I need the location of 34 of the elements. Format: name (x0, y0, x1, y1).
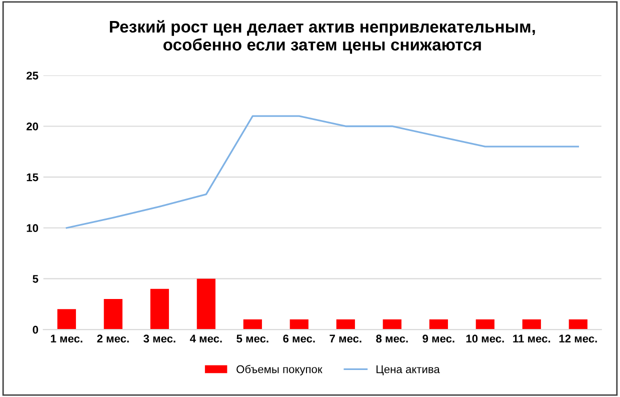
x-tick-label: 8 мес. (376, 334, 408, 343)
legend-label: Цена актива (376, 365, 440, 376)
bar (290, 319, 308, 330)
bar (196, 278, 216, 330)
x-tick-label: 9 мес. (422, 334, 454, 343)
x-tick-label: 2 мес. (97, 334, 129, 343)
x-tick-label: 6 мес. (283, 334, 315, 343)
bar (476, 319, 494, 330)
x-tick-label: 12 мес. (559, 334, 597, 343)
x-tick-label: 10 мес. (466, 334, 504, 343)
x-tick-label: 5 мес. (236, 334, 268, 343)
y-tick-label: 15 (26, 173, 38, 182)
bar (336, 319, 355, 330)
bar (150, 288, 169, 330)
bar (522, 319, 541, 330)
y-tick-label: 20 (26, 122, 38, 130)
line-series (66, 115, 579, 229)
y-tick-label: 25 (26, 72, 38, 80)
y-tick-label: 5 (32, 275, 38, 283)
legend-label: Объемы покупок (236, 364, 322, 376)
bar (429, 319, 448, 330)
x-tick-label: 11 мес. (513, 334, 550, 343)
bar (243, 319, 262, 330)
chart-title: Резкий рост цен делает актив непривлекательным, особенно если затем цены снижаются (110, 20, 535, 54)
bar (104, 299, 122, 330)
y-tick-label: 10 (26, 224, 38, 232)
y-tick-label: 0 (32, 326, 38, 334)
x-tick-label: 7 мес. (330, 334, 362, 343)
x-tick-label: 4 мес. (190, 334, 222, 343)
bar (568, 319, 588, 330)
bar (57, 309, 76, 330)
x-tick-label: 1 мес. (50, 334, 82, 343)
bar (382, 319, 402, 330)
x-tick-label: 3 мес. (144, 334, 176, 343)
